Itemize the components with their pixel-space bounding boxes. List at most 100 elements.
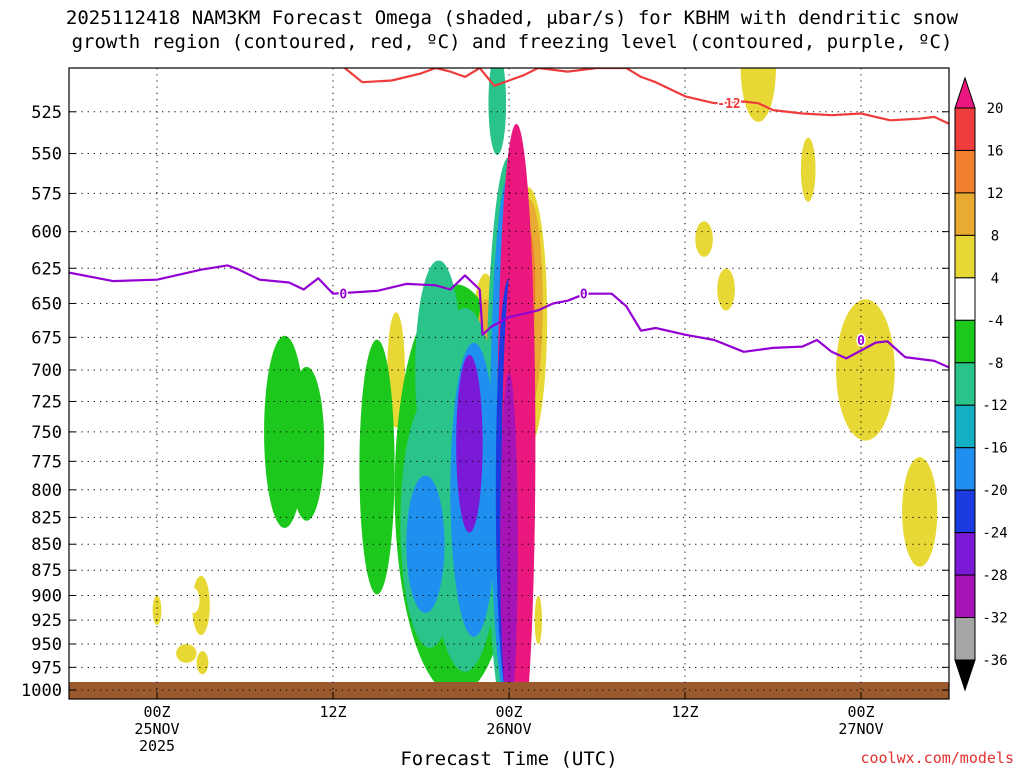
omega-cell bbox=[312, 95, 363, 368]
y-tick-label: 675 bbox=[31, 328, 62, 348]
colorbar: 20 16 12 8 4 -4 -8 -12 -16 -20 -24 -28 -32 -36 bbox=[954, 76, 1008, 692]
x-tick-label: 12Z bbox=[319, 703, 346, 721]
colorbar-label: -16 bbox=[982, 441, 1007, 457]
y-tick-label: 900 bbox=[31, 587, 62, 607]
omega-cell bbox=[234, 221, 270, 413]
omega-cell bbox=[836, 299, 895, 441]
omega-cell bbox=[152, 595, 162, 626]
colorbar-swatch bbox=[954, 404, 976, 449]
dgz-contour-label: -12 bbox=[717, 97, 740, 112]
y-tick-label: 625 bbox=[31, 259, 62, 279]
omega-cell bbox=[196, 651, 209, 675]
y-tick-label: 775 bbox=[31, 452, 62, 472]
colorbar-label: -20 bbox=[982, 483, 1007, 499]
omega-cell bbox=[406, 475, 445, 613]
colorbar-swatch bbox=[954, 532, 976, 576]
omega-cell bbox=[456, 354, 483, 533]
omega-shading bbox=[152, 68, 938, 699]
colorbar-label: -32 bbox=[982, 611, 1007, 627]
colorbar-swatch bbox=[954, 192, 976, 236]
colorbar-label: 4 bbox=[991, 271, 999, 287]
colorbar-label: 12 bbox=[987, 186, 1004, 202]
y-tick-label: 525 bbox=[31, 103, 62, 123]
colorbar-label: -12 bbox=[982, 398, 1007, 414]
colorbar-swatch bbox=[954, 362, 976, 406]
dgz-contour-line bbox=[344, 68, 949, 125]
x-tick-label: 2025 bbox=[139, 737, 175, 755]
omega-cell bbox=[187, 588, 200, 613]
y-tick-label: 950 bbox=[31, 635, 62, 655]
chart-title: 2025112418 NAM3KM Forecast Omega (shaded… bbox=[0, 6, 1024, 54]
y-tick-label: 825 bbox=[31, 508, 62, 528]
omega-cell bbox=[902, 457, 938, 567]
omega-cell bbox=[176, 644, 197, 663]
omega-cell bbox=[632, 123, 650, 279]
y-tick-label: 800 bbox=[31, 481, 62, 501]
y-tick-label: 750 bbox=[31, 423, 62, 443]
omega-cell bbox=[500, 373, 518, 699]
colorbar-label: 16 bbox=[987, 143, 1004, 159]
omega-cell bbox=[808, 655, 861, 679]
colorbar-swatch bbox=[954, 447, 976, 491]
colorbar-label: -36 bbox=[982, 653, 1007, 669]
omega-cell bbox=[415, 260, 463, 480]
title-line-2: growth region (contoured, red, ºC) and f… bbox=[71, 31, 953, 53]
omega-cell bbox=[595, 641, 614, 666]
omega-cell bbox=[695, 221, 713, 257]
omega-cell bbox=[274, 595, 319, 654]
colorbar-swatch bbox=[954, 489, 976, 534]
y-tick-label: 850 bbox=[31, 535, 62, 555]
x-tick-label: 25NOV bbox=[134, 720, 179, 738]
y-tick-label: 975 bbox=[31, 658, 62, 678]
omega-cell bbox=[771, 651, 790, 675]
y-tick-label: 1000 bbox=[21, 681, 62, 701]
x-tick-label: 27NOV bbox=[838, 720, 883, 738]
credit-link[interactable]: coolwx.com/models bbox=[860, 749, 1014, 767]
x-axis-title: Forecast Time (UTC) bbox=[400, 748, 617, 768]
colorbar-label: -4 bbox=[987, 313, 1004, 329]
contours: 0 0 0 -12 bbox=[69, 68, 949, 369]
omega-cell bbox=[534, 595, 542, 645]
ground-surface bbox=[69, 682, 949, 699]
colorbar-cap-top bbox=[954, 76, 976, 109]
x-tick-label: 26NOV bbox=[486, 720, 531, 738]
omega-cell bbox=[557, 68, 596, 361]
x-tick-label: 00Z bbox=[495, 703, 522, 721]
colorbar-label: -28 bbox=[982, 568, 1007, 584]
omega-cell bbox=[677, 641, 707, 666]
omega-cell bbox=[786, 637, 804, 661]
x-tick-label: 00Z bbox=[143, 703, 170, 721]
omega-cell bbox=[240, 550, 265, 641]
omega-cell bbox=[359, 339, 395, 595]
colorbar-label: 8 bbox=[991, 228, 999, 244]
y-tick-label: 875 bbox=[31, 561, 62, 581]
colorbar-label: 20 bbox=[987, 101, 1004, 117]
colorbar-swatch bbox=[954, 149, 976, 194]
omega-cell bbox=[488, 68, 507, 156]
omega-cell bbox=[800, 137, 816, 202]
y-axis: 525 550 575 600 625 650 675 700 725 750 775 800 825 8… bbox=[21, 103, 949, 701]
colorbar-swatch bbox=[954, 277, 976, 321]
freezing-level-label: 0 bbox=[339, 288, 347, 303]
y-tick-label: 650 bbox=[31, 294, 62, 314]
omega-cell bbox=[652, 649, 671, 673]
colorbar-cap-bottom bbox=[954, 659, 976, 692]
colorbar-label: -24 bbox=[982, 526, 1007, 542]
colorbar-swatch bbox=[954, 617, 976, 661]
freezing-level-label: 0 bbox=[580, 288, 588, 303]
colorbar-swatch bbox=[954, 319, 976, 364]
x-tick-label: 00Z bbox=[847, 703, 874, 721]
omega-cell bbox=[611, 637, 656, 670]
y-tick-label: 700 bbox=[31, 361, 62, 381]
colorbar-swatch bbox=[954, 234, 976, 279]
x-tick-label: 12Z bbox=[671, 703, 698, 721]
y-tick-label: 925 bbox=[31, 611, 62, 631]
y-tick-label: 725 bbox=[31, 392, 62, 412]
freezing-level-line bbox=[69, 264, 949, 369]
colorbar-label: -8 bbox=[987, 356, 1004, 372]
freezing-level-label: 0 bbox=[857, 334, 865, 349]
y-tick-label: 550 bbox=[31, 145, 62, 165]
omega-cell bbox=[866, 646, 908, 670]
